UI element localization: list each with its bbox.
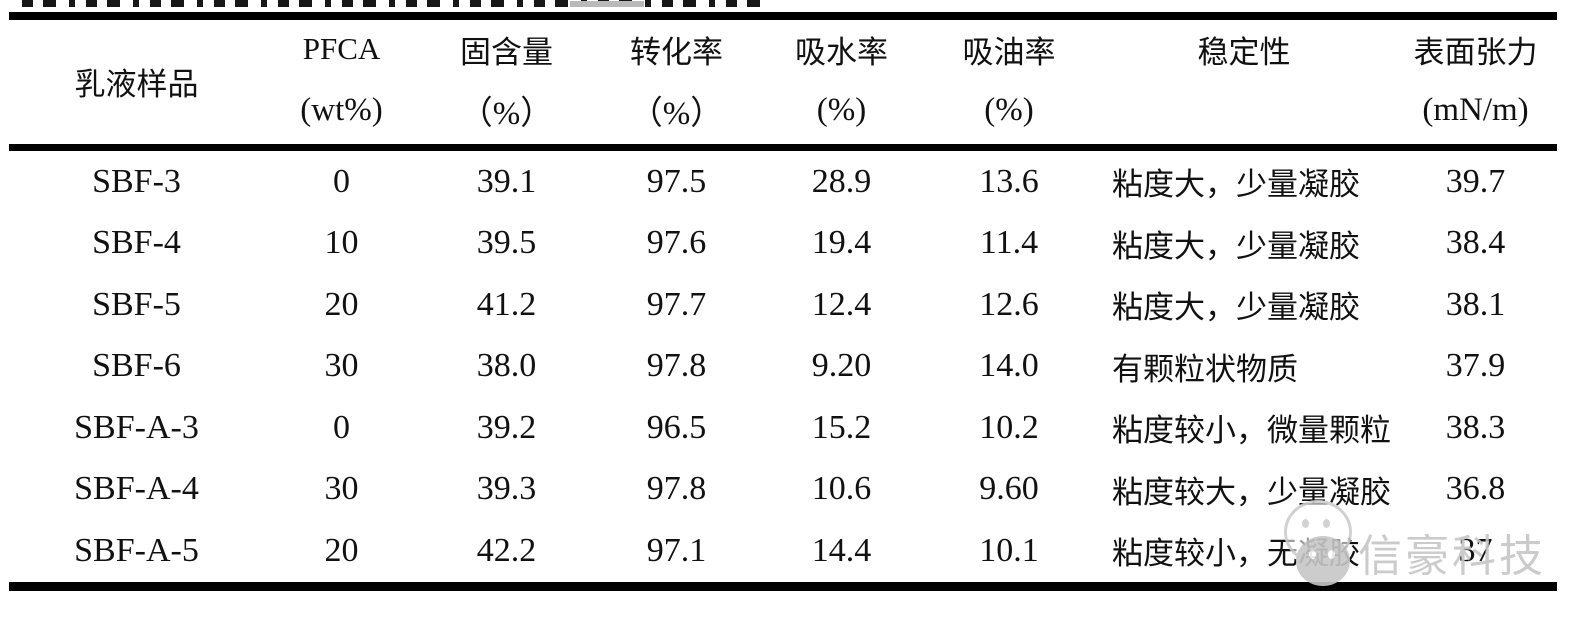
wechat-logo-eye	[1323, 519, 1330, 528]
cell-solid-content: 39.5	[476, 224, 537, 262]
col-header-water-absorption: 吸水率 (%)	[759, 16, 924, 151]
cell-stability: 粘度大，少量凝胶	[1112, 290, 1360, 326]
cell-conversion: 97.1	[646, 531, 707, 569]
cell-sample: SBF-4	[92, 224, 181, 262]
cell-conversion: 97.8	[646, 347, 707, 385]
col-header-stability: 稳定性	[1094, 16, 1394, 151]
cell-conversion: 97.5	[646, 162, 707, 200]
data-table: 乳液样品 PFCA (wt%) 固含量 （%） 转化率 （%） 吸水率 (%)	[9, 12, 1557, 591]
cell-solid-content: 39.3	[476, 470, 537, 508]
cell-pfca: 0	[333, 162, 350, 200]
cell-stability: 有颗粒状物质	[1112, 351, 1298, 387]
cell-solid-content: 39.2	[476, 408, 537, 446]
col-header-solid-content: 固含量 （%）	[419, 16, 594, 151]
table-row: SBF-A-5 20 42.2 97.1 14.4 10.1 粘度较小，无凝胶 …	[9, 520, 1557, 586]
cell-surface-tension: 36.8	[1445, 470, 1506, 508]
table-row: SBF-A-4 30 39.3 97.8 10.6 9.60 粘度较大，少量凝胶…	[9, 459, 1557, 521]
cell-surface-tension: 37.9	[1445, 347, 1506, 385]
cell-stability: 粘度较小，微量颗粒	[1112, 413, 1391, 449]
cell-oil-absorption: 10.2	[979, 408, 1039, 446]
col-header-surface-tension: 表面张力 (mN/m)	[1394, 16, 1557, 151]
cell-pfca: 30	[324, 470, 359, 508]
table-row: SBF-A-3 0 39.2 96.5 15.2 10.2 粘度较小，微量颗粒 …	[9, 397, 1557, 459]
cell-surface-tension: 37	[1458, 531, 1493, 569]
cell-oil-absorption: 11.4	[979, 224, 1039, 262]
table-row: SBF-6 30 38.0 97.8 9.20 14.0 有颗粒状物质 37.9	[9, 336, 1557, 398]
cell-sample: SBF-6	[92, 347, 181, 385]
col-header-conversion-rate: 转化率 （%）	[594, 16, 759, 151]
watermark: 信豪科技	[1282, 498, 1550, 594]
col-header-oil-absorption: 吸油率 (%)	[924, 16, 1094, 151]
cell-sample: SBF-A-5	[74, 531, 199, 569]
cell-oil-absorption: 13.6	[979, 162, 1039, 200]
cell-pfca: 20	[324, 285, 359, 323]
table-row: SBF-4 10 39.5 97.6 19.4 11.4 粘度大，少量凝胶 38…	[9, 213, 1557, 275]
cell-surface-tension: 38.1	[1445, 285, 1506, 323]
cell-water-absorption: 10.6	[811, 470, 872, 508]
cell-oil-absorption: 10.1	[979, 531, 1039, 569]
cell-surface-tension: 39.7	[1445, 162, 1506, 200]
col-header-sample: 乳液样品	[9, 16, 264, 151]
cell-oil-absorption: 12.6	[979, 285, 1039, 323]
watermark-text: 信豪科技	[1358, 532, 1546, 581]
cell-solid-content: 41.2	[476, 285, 537, 323]
table-body: SBF-3 0 39.1 97.5 28.9 13.6 粘度大，少量凝胶 39.…	[9, 148, 1557, 587]
cell-conversion: 97.6	[646, 224, 707, 262]
cell-sample: SBF-A-4	[74, 470, 199, 508]
cell-pfca: 30	[324, 347, 359, 385]
clipped-title-remnant	[22, 0, 764, 7]
cell-surface-tension: 38.3	[1445, 408, 1506, 446]
cell-sample: SBF-3	[92, 162, 181, 200]
cell-surface-tension: 38.4	[1445, 224, 1506, 262]
cell-solid-content: 38.0	[476, 347, 537, 385]
cell-water-absorption: 28.9	[811, 162, 872, 200]
cell-conversion: 97.7	[646, 285, 707, 323]
cell-oil-absorption: 9.60	[979, 470, 1039, 508]
cell-water-absorption: 19.4	[811, 224, 872, 262]
cell-water-absorption: 9.20	[811, 347, 872, 385]
cell-conversion: 96.5	[646, 408, 707, 446]
clipped-title-gray-chunk	[570, 1, 644, 7]
table-header: 乳液样品 PFCA (wt%) 固含量 （%） 转化率 （%） 吸水率 (%)	[9, 16, 1557, 151]
cell-pfca: 0	[333, 408, 350, 446]
wechat-logo-small-bubble-icon	[1296, 536, 1350, 586]
cell-stability: 粘度较大，少量凝胶	[1112, 474, 1391, 510]
header-row: 乳液样品 PFCA (wt%) 固含量 （%） 转化率 （%） 吸水率 (%)	[9, 16, 1557, 151]
table-row: SBF-3 0 39.1 97.5 28.9 13.6 粘度大，少量凝胶 39.…	[9, 148, 1557, 213]
cell-oil-absorption: 14.0	[979, 347, 1039, 385]
cell-solid-content: 39.1	[476, 162, 537, 200]
cell-water-absorption: 12.4	[811, 285, 872, 323]
wechat-logo-eye	[1309, 550, 1316, 559]
cell-sample: SBF-5	[92, 285, 181, 323]
wechat-logo-eye	[1328, 550, 1335, 559]
col-header-sample-label: 乳液样品	[74, 66, 199, 102]
cell-conversion: 97.8	[646, 470, 707, 508]
wechat-logo-eye	[1302, 519, 1309, 528]
cell-pfca: 10	[324, 224, 359, 262]
table-row: SBF-5 20 41.2 97.7 12.4 12.6 粘度大，少量凝胶 38…	[9, 274, 1557, 336]
cell-water-absorption: 15.2	[811, 408, 872, 446]
cell-sample: SBF-A-3	[74, 408, 199, 446]
cell-stability: 粘度大，少量凝胶	[1112, 167, 1360, 203]
cell-pfca: 20	[324, 531, 359, 569]
col-header-pfca: PFCA (wt%)	[264, 16, 419, 151]
cell-solid-content: 42.2	[476, 531, 537, 569]
cell-water-absorption: 14.4	[811, 531, 872, 569]
cell-stability: 粘度大，少量凝胶	[1112, 228, 1360, 264]
